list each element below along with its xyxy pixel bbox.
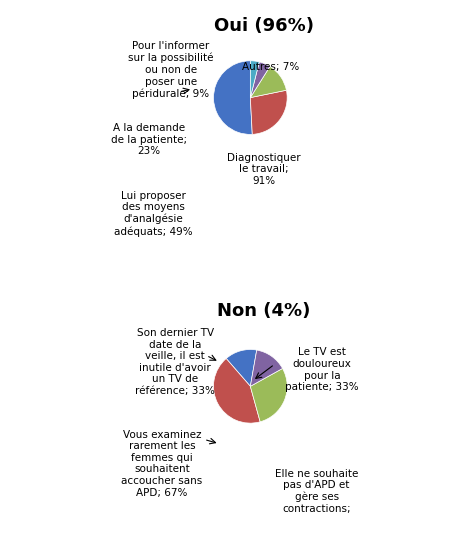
Wedge shape xyxy=(250,90,287,135)
Wedge shape xyxy=(250,62,270,98)
Wedge shape xyxy=(213,359,260,423)
Wedge shape xyxy=(250,350,282,386)
Text: Diagnostiquer
le travail;
91%: Diagnostiquer le travail; 91% xyxy=(227,153,300,186)
Text: Lui proposer
des moyens
d'analgésie
adéquats; 49%: Lui proposer des moyens d'analgésie adéq… xyxy=(114,191,193,237)
Text: Oui (96%): Oui (96%) xyxy=(213,17,313,35)
Wedge shape xyxy=(250,66,287,98)
Text: Non (4%): Non (4%) xyxy=(217,302,310,320)
Text: Pour l'informer
sur la possibilité
ou non de
poser une
péridurale; 9%: Pour l'informer sur la possibilité ou no… xyxy=(128,41,213,99)
Text: A la demande
de la patiente;
23%: A la demande de la patiente; 23% xyxy=(111,123,187,156)
Wedge shape xyxy=(250,61,259,98)
Text: Vous examinez
rarement les
femmes qui
souhaitent
accoucher sans
APD; 67%: Vous examinez rarement les femmes qui so… xyxy=(121,430,203,498)
Wedge shape xyxy=(250,369,287,422)
Wedge shape xyxy=(213,61,252,135)
Text: Son dernier TV
date de la
veille, il est
inutile d'avoir
un TV de
référence; 33%: Son dernier TV date de la veille, il est… xyxy=(135,328,215,396)
Text: Elle ne souhaite
pas d'APD et
gère ses
contractions;: Elle ne souhaite pas d'APD et gère ses c… xyxy=(275,469,358,514)
Text: Le TV est
douloureux
pour la
patiente; 33%: Le TV est douloureux pour la patiente; 3… xyxy=(285,348,359,392)
Text: Autres; 7%: Autres; 7% xyxy=(242,62,299,72)
Wedge shape xyxy=(226,350,257,386)
